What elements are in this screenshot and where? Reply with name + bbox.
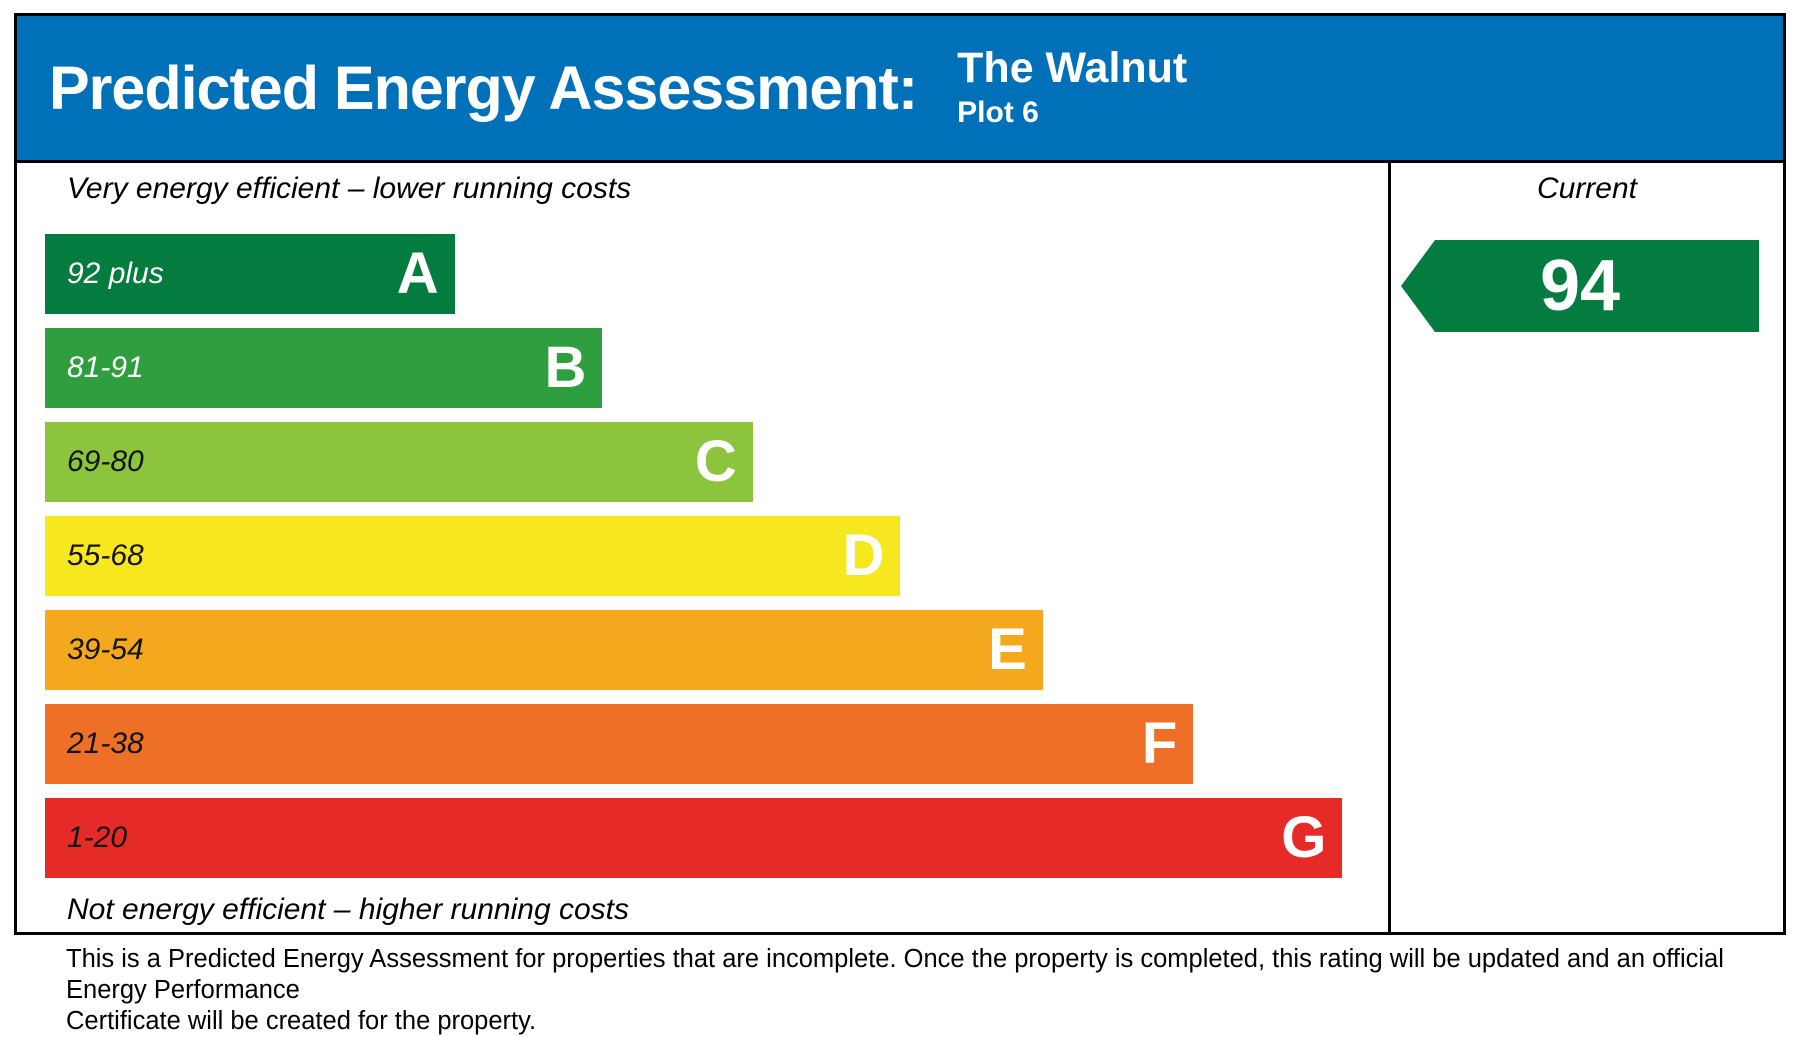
chart-body: Very energy efficient – lower running co…: [17, 163, 1783, 932]
page-title: Predicted Energy Assessment:: [49, 54, 918, 122]
band-row-d: 55-68 D: [45, 516, 901, 596]
property-block: The Walnut Plot 6: [957, 43, 1188, 130]
band-letter: B: [544, 335, 587, 400]
epc-band-chart: Very energy efficient – lower running co…: [17, 163, 1388, 932]
band-range-label: 81-91: [67, 351, 144, 384]
band-letter: E: [988, 617, 1027, 682]
predicted-energy-assessment-panel: Predicted Energy Assessment: The Walnut …: [14, 13, 1786, 935]
band-range-label: 1-20: [67, 821, 128, 854]
band-row-b: 81-91 B: [45, 328, 603, 408]
band-row-g: 1-20 G: [45, 798, 1343, 878]
top-caption: Very energy efficient – lower running co…: [67, 172, 632, 205]
disclaimer-text: This is a Predicted Energy Assessment fo…: [66, 944, 1800, 1037]
band-row-c: 69-80 C: [45, 422, 753, 502]
bottom-caption: Not energy efficient – higher running co…: [67, 893, 629, 926]
band-range-label: 21-38: [67, 727, 144, 760]
property-name: The Walnut: [957, 43, 1188, 92]
band-range-label: 39-54: [67, 633, 144, 666]
current-rating-value: 94: [1539, 246, 1621, 326]
band-letter: C: [694, 429, 737, 494]
property-plot: Plot 6: [957, 96, 1039, 130]
header: Predicted Energy Assessment: The Walnut …: [17, 16, 1783, 163]
disclaimer-line-1: This is a Predicted Energy Assessment fo…: [66, 945, 1724, 1004]
band-range-label: 55-68: [67, 539, 144, 572]
epc-bands: 92 plus A 81-91 B 69-80 C 55-68 D 39-54: [45, 234, 1388, 878]
disclaimer-line-2: Certificate will be created for the prop…: [66, 1007, 537, 1035]
band-row-a: 92 plus A: [45, 234, 455, 314]
band-letter: D: [842, 523, 885, 588]
current-rating-column: Current 94: [1388, 163, 1783, 932]
band-range-label: 92 plus: [67, 257, 164, 290]
band-row-e: 39-54 E: [45, 610, 1043, 690]
band-row-f: 21-38 F: [45, 704, 1194, 784]
band-letter: G: [1281, 805, 1327, 870]
band-letter: F: [1141, 711, 1178, 776]
current-column-heading: Current: [1536, 172, 1638, 205]
band-range-label: 69-80: [67, 445, 144, 478]
current-rating-arrow: 94: [1401, 240, 1759, 332]
band-letter: A: [396, 241, 439, 306]
